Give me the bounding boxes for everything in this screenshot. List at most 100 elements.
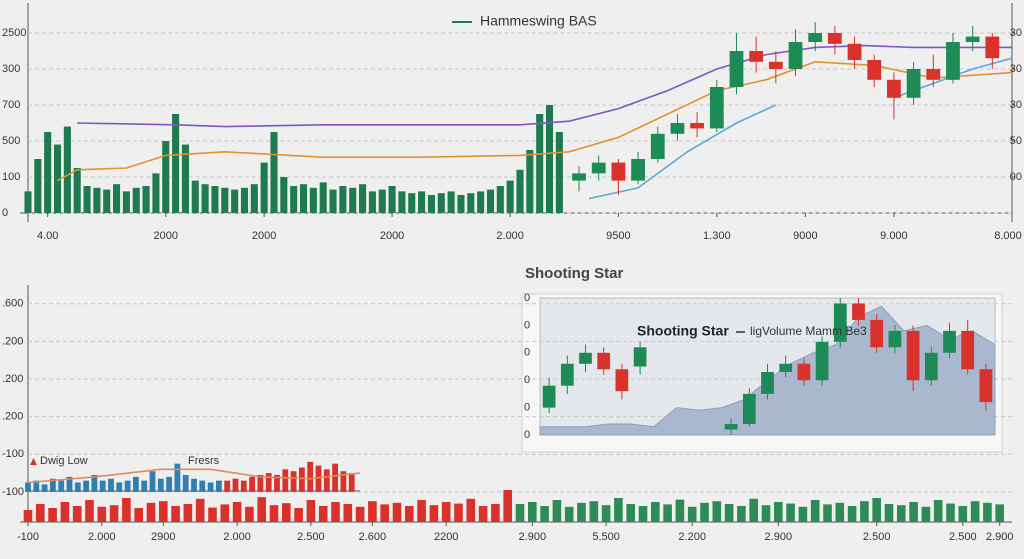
candle-body	[797, 363, 811, 381]
bar	[526, 150, 534, 213]
bar	[53, 144, 62, 213]
candle-body	[709, 87, 724, 129]
bar	[201, 184, 209, 213]
candle-body	[979, 369, 993, 403]
bar	[290, 471, 297, 492]
bar	[896, 505, 906, 522]
bar	[626, 504, 636, 522]
bar	[323, 469, 330, 492]
bar	[368, 501, 377, 522]
chart-title: Hammeswing BAS	[480, 13, 597, 29]
bar	[211, 186, 219, 213]
x-tick-label: 2.500	[863, 531, 891, 543]
bar	[141, 480, 148, 492]
x-tick-label: 8.000	[994, 230, 1022, 242]
bar	[329, 189, 337, 213]
bar	[171, 506, 180, 522]
bar	[208, 507, 217, 522]
bar	[221, 187, 229, 213]
bar	[85, 500, 94, 522]
bar	[183, 504, 193, 522]
bar	[700, 502, 709, 522]
bar	[503, 490, 513, 522]
x-tick-label: 2.000	[223, 531, 251, 543]
bar	[516, 169, 524, 213]
x-tick-label: 2.000	[88, 531, 116, 543]
candle-body	[768, 61, 783, 69]
y-tick-label: .200	[2, 335, 23, 347]
bar	[83, 480, 90, 492]
candle-body	[965, 36, 980, 42]
candle-body	[808, 33, 823, 42]
trend-line	[27, 468, 361, 484]
inset-title: Shooting Star	[525, 265, 623, 282]
bar	[638, 506, 648, 522]
x-tick-label: 2.200	[678, 531, 706, 543]
y2-tick-label: 00	[1010, 171, 1022, 183]
bar	[339, 186, 347, 213]
candle-body	[867, 60, 882, 80]
bar	[191, 180, 199, 213]
bar	[712, 501, 722, 522]
bar	[847, 506, 857, 522]
bar	[249, 476, 256, 492]
bar	[478, 506, 488, 522]
y-tick-label: 0	[524, 292, 530, 304]
candle-body	[788, 42, 803, 69]
bar	[132, 187, 140, 213]
bar	[437, 193, 445, 213]
candle-body	[631, 159, 645, 181]
bar	[142, 186, 150, 213]
candle-body	[847, 43, 862, 60]
candle-body	[887, 79, 901, 98]
x-tick-label: 5.500	[592, 531, 620, 543]
bar	[162, 141, 170, 213]
bar	[122, 191, 130, 213]
bar	[418, 191, 426, 213]
x-tick-label: 2.900	[765, 531, 793, 543]
candle-body	[591, 162, 606, 174]
bar	[995, 504, 1005, 522]
inset-layer: 0 0 0 0 0 0	[524, 292, 996, 441]
bar	[290, 186, 298, 213]
bar	[157, 478, 164, 492]
candle-body	[906, 69, 921, 98]
bar	[199, 480, 206, 492]
bar	[93, 187, 101, 213]
x-tick-label: 2.000	[496, 230, 524, 242]
moving-average	[77, 44, 1012, 128]
bar	[134, 508, 144, 522]
legend-label: ligVolume Mamm Be3	[750, 324, 867, 338]
bar	[457, 195, 465, 213]
bar	[99, 480, 106, 492]
y-tick-label: .200	[2, 411, 23, 423]
bar	[35, 504, 45, 522]
bar	[245, 506, 254, 522]
bar	[132, 476, 139, 492]
bar	[540, 506, 549, 522]
bar	[380, 504, 390, 522]
x-tick-label: 2.500	[949, 531, 977, 543]
bar	[378, 189, 386, 213]
bar	[545, 105, 554, 213]
x-tick-label: 9.000	[880, 230, 908, 242]
bar	[174, 463, 181, 492]
y2-tick-label: 30	[1010, 99, 1022, 111]
bar	[124, 480, 131, 492]
bar	[281, 503, 291, 522]
bar	[332, 463, 339, 492]
bar	[25, 482, 31, 492]
bar	[122, 498, 131, 522]
bar	[318, 506, 328, 522]
bar	[257, 497, 267, 522]
candle-body	[670, 123, 685, 134]
bar	[74, 482, 81, 492]
bar	[49, 478, 56, 492]
bar	[24, 191, 32, 213]
candle-body	[690, 123, 705, 129]
bar	[737, 506, 746, 522]
bar	[215, 480, 222, 492]
x-tick-label: 4.00	[37, 230, 58, 242]
bar	[97, 506, 107, 522]
bar	[388, 186, 396, 213]
